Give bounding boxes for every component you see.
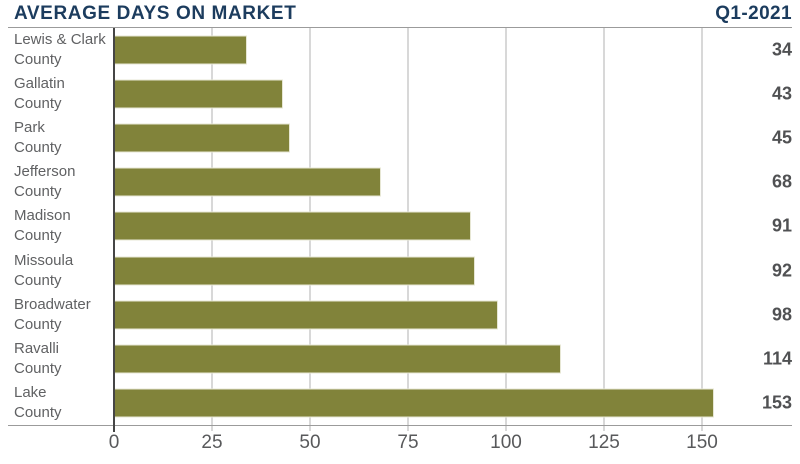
gridline-150 bbox=[701, 28, 703, 431]
category-label: Broadwater County bbox=[14, 295, 112, 335]
x-tick-label-50: 50 bbox=[299, 432, 321, 453]
x-tick-label-100: 100 bbox=[490, 432, 522, 453]
category-label-line2: County bbox=[14, 271, 62, 289]
chart-row: Park County 45 bbox=[0, 116, 800, 160]
bar bbox=[114, 123, 290, 153]
category-label-line2: County bbox=[14, 51, 62, 69]
category-label: Lake County bbox=[14, 383, 112, 423]
category-label-line2: County bbox=[14, 315, 62, 333]
bar-value-label: 34 bbox=[771, 39, 792, 60]
x-axis-line bbox=[8, 425, 792, 426]
bar-value-label: 92 bbox=[771, 260, 792, 281]
category-label-line1: Broadwater bbox=[14, 295, 91, 313]
category-label: Missoula County bbox=[14, 251, 112, 291]
category-label-line1: Ravalli bbox=[14, 339, 60, 357]
chart-row: Ravalli County 114 bbox=[0, 337, 800, 381]
category-label-line2: County bbox=[14, 403, 62, 421]
x-tick-label-0: 0 bbox=[108, 432, 120, 453]
bar bbox=[114, 167, 381, 197]
gridline-100 bbox=[505, 28, 507, 431]
bar-value-label: 68 bbox=[771, 171, 792, 192]
gridline-125 bbox=[603, 28, 605, 431]
bar bbox=[114, 79, 283, 109]
x-tick-label-150: 150 bbox=[686, 432, 718, 453]
bar-value-label: 114 bbox=[762, 348, 792, 369]
category-label: Ravalli County bbox=[14, 339, 112, 379]
category-label: Park County bbox=[14, 118, 112, 158]
category-label-line1: Madison bbox=[14, 207, 71, 225]
x-tick-label-75: 75 bbox=[397, 432, 419, 453]
category-label-line2: County bbox=[14, 183, 62, 201]
category-label-line2: County bbox=[14, 227, 62, 245]
category-label-line1: Missoula bbox=[14, 251, 74, 269]
bar-value-label: 45 bbox=[771, 127, 792, 148]
bar bbox=[114, 388, 714, 418]
chart-row: Broadwater County 98 bbox=[0, 293, 800, 337]
bar bbox=[114, 344, 561, 374]
category-label-line1: Lake bbox=[14, 383, 47, 401]
category-label-line1: Park bbox=[14, 119, 45, 137]
x-tick-label-25: 25 bbox=[201, 432, 223, 453]
bar-value-label: 153 bbox=[761, 392, 792, 413]
bar bbox=[114, 256, 475, 286]
category-label-line1: Lewis & Clark bbox=[14, 31, 106, 49]
bar-value-label: 98 bbox=[771, 304, 792, 325]
chart-row: Lake County 153 bbox=[0, 381, 800, 425]
chart-header: AVERAGE DAYS ON MARKET Q1-2021 bbox=[8, 0, 792, 28]
bar bbox=[114, 211, 471, 241]
category-label-line2: County bbox=[14, 139, 62, 157]
bar-value-label: 91 bbox=[771, 215, 792, 236]
category-label: Gallatin County bbox=[14, 74, 112, 114]
category-label: Madison County bbox=[14, 206, 112, 246]
chart-row: Jefferson County 68 bbox=[0, 160, 800, 204]
category-label-line2: County bbox=[14, 95, 62, 113]
bar bbox=[114, 35, 247, 65]
category-label: Lewis & Clark County bbox=[14, 30, 112, 70]
chart-row: Madison County 91 bbox=[0, 204, 800, 248]
bar-value-label: 43 bbox=[771, 83, 792, 104]
category-label-line2: County bbox=[14, 359, 62, 377]
x-tick-label-125: 125 bbox=[588, 432, 620, 453]
zero-axis-line bbox=[113, 28, 115, 432]
chart-title: AVERAGE DAYS ON MARKET bbox=[14, 2, 297, 24]
category-label-line1: Jefferson bbox=[14, 163, 76, 181]
category-label-line1: Gallatin bbox=[14, 75, 65, 93]
category-label: Jefferson County bbox=[14, 162, 112, 202]
period-label: Q1-2021 bbox=[715, 2, 792, 24]
bar bbox=[114, 300, 498, 330]
